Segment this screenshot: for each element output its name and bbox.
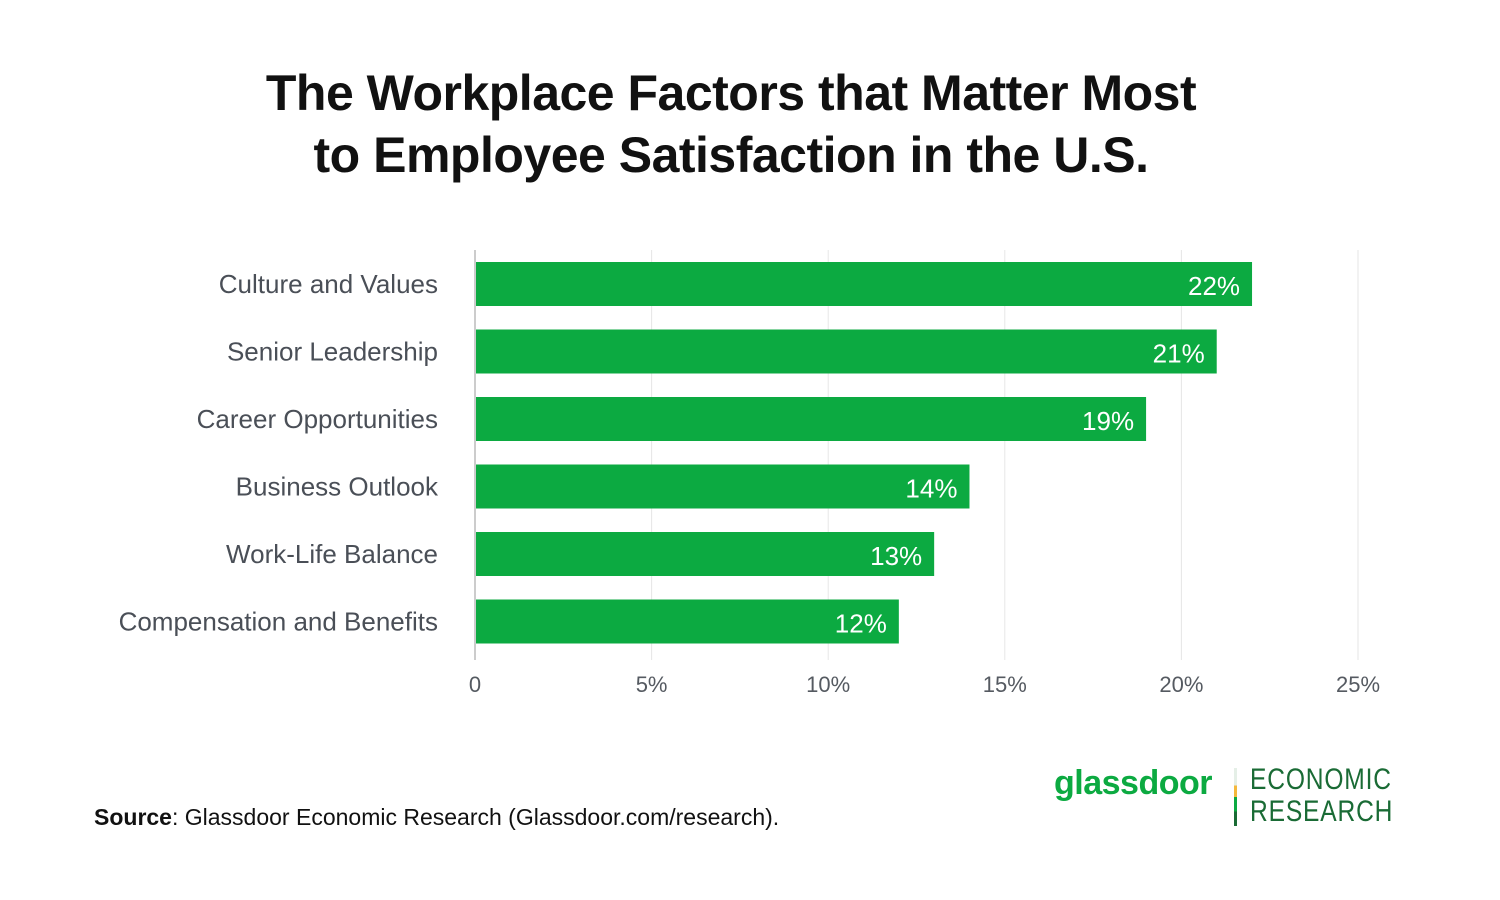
data-label: 13%: [870, 541, 922, 571]
logo-line-1: ECONOMIC: [1250, 763, 1392, 796]
logo-subtitle: ECONOMIC RESEARCH: [1250, 764, 1393, 828]
bar: [476, 329, 1217, 374]
x-tick-label: 25%: [1336, 672, 1380, 697]
category-label: Work-Life Balance: [226, 539, 438, 569]
x-tick-label: 15%: [983, 672, 1027, 697]
bar: [476, 532, 935, 576]
category-label: Career Opportunities: [197, 404, 438, 434]
x-tick-label: 0: [469, 672, 481, 697]
bar: [476, 262, 1253, 306]
title-line-2: to Employee Satisfaction in the U.S.: [313, 127, 1149, 183]
logo-divider: [1234, 768, 1237, 826]
data-label: 19%: [1082, 406, 1134, 436]
logo-line-2: RESEARCH: [1250, 795, 1394, 828]
x-tick-label: 10%: [806, 672, 850, 697]
data-label: 22%: [1188, 271, 1240, 301]
category-label: Culture and Values: [219, 269, 438, 299]
data-label: 12%: [835, 609, 887, 639]
source-text: : Glassdoor Economic Research (Glassdoor…: [171, 804, 780, 830]
chart-title: The Workplace Factors that Matter Most t…: [0, 62, 1462, 186]
title-line-1: The Workplace Factors that Matter Most: [265, 65, 1197, 121]
category-label: Senior Leadership: [227, 337, 438, 367]
bar: [476, 599, 899, 644]
x-tick-label: 20%: [1159, 672, 1203, 697]
data-label: 14%: [905, 474, 957, 504]
category-label: Compensation and Benefits: [119, 607, 438, 637]
bar: [476, 397, 1147, 441]
data-label: 21%: [1153, 339, 1205, 369]
source-label: Source: [94, 804, 172, 830]
x-tick-label: 5%: [636, 672, 668, 697]
category-label: Business Outlook: [236, 472, 439, 502]
logo-brand: glassdoor: [1054, 764, 1212, 802]
source-note: Source: Glassdoor Economic Research (Gla…: [94, 804, 779, 831]
bar: [476, 464, 970, 509]
